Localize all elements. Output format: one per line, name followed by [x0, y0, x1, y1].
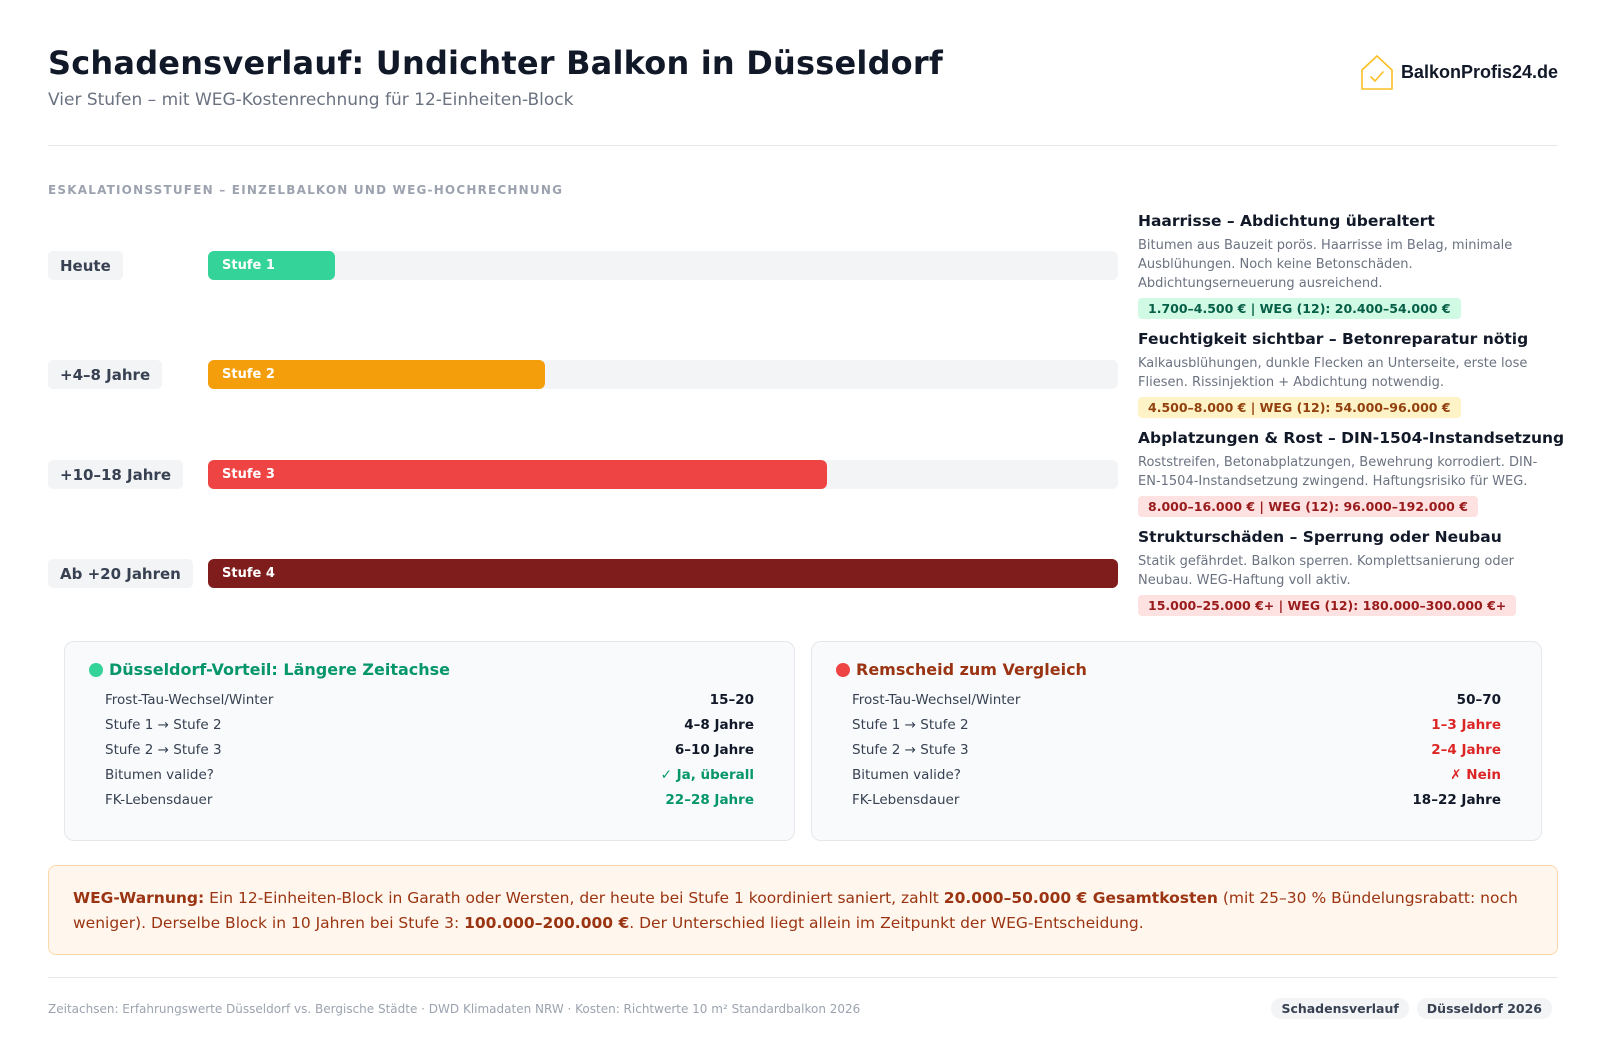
stage-1-cost-badge: 1.700–4.500 € | WEG (12): 20.400–54.000 …: [1138, 298, 1461, 319]
remscheid-card-title: Remscheid zum Vergleich: [836, 660, 1517, 679]
page-title: Schadensverlauf: Undichter Balkon in Düs…: [48, 44, 943, 82]
warning-text-1: Ein 12-Einheiten-Block in Garath oder We…: [204, 889, 944, 907]
stage-4-description: Strukturschäden – Sperrung oder Neubau S…: [1138, 528, 1558, 616]
stage-4-track: Stufe 4: [208, 559, 1118, 588]
stage-2-title: Feuchtigkeit sichtbar – Betonreparatur n…: [1138, 330, 1529, 348]
stage-4-title: Strukturschäden – Sperrung oder Neubau: [1138, 528, 1502, 546]
stage-3-title: Abplatzungen & Rost – DIN-1504-Instandse…: [1138, 429, 1565, 447]
row-label: FK-Lebensdauer: [105, 791, 213, 808]
table-row: Stufe 1 → Stufe 2 1–3 Jahre: [852, 712, 1501, 737]
row-label: Frost-Tau-Wechsel/Winter: [852, 691, 1021, 708]
row-label: Bitumen valide?: [105, 766, 214, 783]
row-label: Stufe 1 → Stufe 2: [852, 716, 969, 733]
warning-bold-1: 20.000–50.000 € Gesamtkosten: [943, 889, 1218, 907]
footer-note: Zeitachsen: Erfahrungswerte Düsseldorf v…: [48, 1002, 861, 1016]
row-label: Frost-Tau-Wechsel/Winter: [105, 691, 274, 708]
stage-2-text: Kalkausblühungen, dunkle Flecken an Unte…: [1138, 356, 1528, 390]
duesseldorf-rows: Frost-Tau-Wechsel/Winter 15–20 Stufe 1 → …: [89, 687, 770, 812]
stage-1-track: Stufe 1: [208, 251, 1118, 280]
stage-2-description: Feuchtigkeit sichtbar – Betonreparatur n…: [1138, 330, 1558, 418]
stage-2-time: +4–8 Jahre: [48, 360, 163, 389]
table-row: Bitumen valide? ✓ Ja, überall: [105, 762, 754, 787]
row-label: Stufe 2 → Stufe 3: [105, 741, 222, 758]
row-value: 2–4 Jahre: [1431, 741, 1501, 758]
remscheid-card-title-text: Remscheid zum Vergleich: [856, 660, 1087, 679]
remscheid-card: Remscheid zum Vergleich Frost-Tau-Wechse…: [811, 641, 1542, 841]
stage-1-description: Haarrisse – Abdichtung überaltert Bitume…: [1138, 212, 1558, 319]
logo-text: BalkonProfis24.de: [1400, 61, 1558, 82]
section-label: ESKALATIONSSTUFEN – EINZELBALKON UND WEG…: [48, 183, 564, 197]
stage-1-text: Bitumen aus Bauzeit porös. Haarrisse im …: [1138, 238, 1513, 291]
duesseldorf-card: Düsseldorf-Vorteil: Längere Zeitachse Fr…: [64, 641, 795, 841]
row-value: 15–20: [709, 691, 754, 708]
stage-3-text: Roststreifen, Betonabplatzungen, Bewehru…: [1138, 455, 1538, 489]
page-subtitle: Vier Stufen – mit WEG-Kostenrechnung für…: [48, 90, 574, 110]
stage-2-bar: Stufe 2: [208, 360, 545, 389]
globe-icon: [836, 662, 850, 677]
row-value: 18–22 Jahre: [1412, 791, 1501, 808]
duesseldorf-card-title: Düsseldorf-Vorteil: Längere Zeitachse: [89, 660, 770, 679]
house-check-icon: [1361, 55, 1393, 90]
stage-2-cost-badge: 4.500–8.000 € | WEG (12): 54.000–96.000 …: [1138, 397, 1461, 418]
logo: BalkonProfis24.de: [1359, 52, 1558, 92]
stage-4-time: Ab +20 Jahren: [48, 559, 193, 588]
footer-tags: Schadensverlauf Düsseldorf 2026: [1271, 998, 1552, 1019]
row-value: 22–28 Jahre: [665, 791, 754, 808]
footer-divider: [48, 977, 1558, 978]
table-row: FK-Lebensdauer 22–28 Jahre: [105, 787, 754, 812]
warning-lead: WEG-Warnung:: [73, 889, 205, 907]
row-value: 50–70: [1456, 691, 1501, 708]
stage-1-time: Heute: [48, 251, 123, 280]
row-value: 4–8 Jahre: [684, 716, 754, 733]
table-row: FK-Lebensdauer 18–22 Jahre: [852, 787, 1501, 812]
stage-4-cost-badge: 15.000–25.000 €+ | WEG (12): 180.000–300…: [1138, 595, 1517, 616]
globe-icon: [89, 662, 103, 677]
table-row: Bitumen valide? ✗ Nein: [852, 762, 1501, 787]
table-row: Frost-Tau-Wechsel/Winter 15–20: [105, 687, 754, 712]
row-value: ✓ Ja, überall: [660, 766, 754, 783]
stage-1-bar: Stufe 1: [208, 251, 336, 280]
row-label: FK-Lebensdauer: [852, 791, 960, 808]
row-label: Bitumen valide?: [852, 766, 961, 783]
stage-3-cost-badge: 8.000–16.000 € | WEG (12): 96.000–192.00…: [1138, 496, 1478, 517]
row-value: 6–10 Jahre: [674, 741, 754, 758]
warning-text-2: (mit 25–30 % Bündelungsrabatt: noch weni…: [73, 889, 1518, 932]
header-divider: [48, 145, 1558, 146]
table-row: Frost-Tau-Wechsel/Winter 50–70: [852, 687, 1501, 712]
stage-3-time: +10–18 Jahre: [48, 460, 183, 489]
stage-4-bar: Stufe 4: [208, 559, 1118, 588]
tag: Düsseldorf 2026: [1416, 998, 1552, 1019]
table-row: Stufe 1 → Stufe 2 4–8 Jahre: [105, 712, 754, 737]
warning-bold-2: 100.000–200.000 €: [464, 914, 630, 932]
row-label: Stufe 2 → Stufe 3: [852, 741, 969, 758]
stage-1-title: Haarrisse – Abdichtung überaltert: [1138, 212, 1435, 230]
stage-4-text: Statik gefährdet. Balkon sperren. Komple…: [1138, 554, 1514, 588]
weg-warning: WEG-Warnung: Ein 12-Einheiten-Block in G…: [48, 865, 1558, 955]
stage-3-track: Stufe 3: [208, 460, 1118, 489]
duesseldorf-card-title-text: Düsseldorf-Vorteil: Längere Zeitachse: [109, 660, 451, 679]
remscheid-rows: Frost-Tau-Wechsel/Winter 50–70 Stufe 1 → …: [836, 687, 1517, 812]
page-header: Schadensverlauf: Undichter Balkon in Düs…: [48, 44, 1558, 144]
table-row: Stufe 2 → Stufe 3 2–4 Jahre: [852, 737, 1501, 762]
stage-3-description: Abplatzungen & Rost – DIN-1504-Instandse…: [1138, 429, 1565, 517]
row-value: 1–3 Jahre: [1431, 716, 1501, 733]
row-label: Stufe 1 → Stufe 2: [105, 716, 222, 733]
tag: Schadensverlauf: [1271, 998, 1409, 1019]
table-row: Stufe 2 → Stufe 3 6–10 Jahre: [105, 737, 754, 762]
row-value: ✗ Nein: [1450, 766, 1501, 783]
stage-3-bar: Stufe 3: [208, 460, 827, 489]
warning-text-3: . Der Unterschied liegt allein im Zeitpu…: [629, 914, 1144, 932]
stage-2-track: Stufe 2: [208, 360, 1118, 389]
